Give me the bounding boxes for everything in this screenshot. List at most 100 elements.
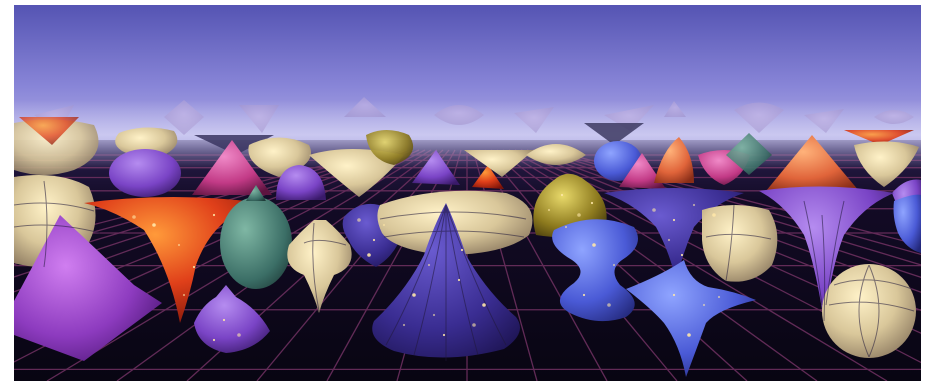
star-speckles	[132, 193, 721, 342]
cream-top	[526, 144, 586, 165]
cream-globe	[822, 264, 916, 358]
cream-funnel	[464, 150, 534, 177]
star-speckle	[222, 318, 226, 322]
cream-spindle-right	[854, 141, 919, 187]
red-small-cone	[472, 165, 504, 189]
orange-cone-right	[766, 135, 859, 191]
star-speckle	[577, 213, 581, 217]
pink-cone	[192, 140, 272, 195]
star-speckle	[177, 243, 181, 247]
star-speckle	[472, 323, 476, 327]
small-violet-cone	[412, 150, 460, 185]
star-speckle	[590, 201, 594, 205]
blue-star-spinner	[626, 260, 756, 377]
star-speckle	[680, 253, 684, 257]
violet-funnel	[759, 186, 894, 323]
wireframe-line	[383, 230, 525, 238]
star-speckle	[457, 278, 461, 282]
star-speckle	[482, 303, 486, 307]
wireframe-line	[868, 264, 880, 358]
star-speckle	[427, 263, 431, 267]
star-speckle	[367, 253, 371, 257]
teal-lemon-tip	[246, 185, 266, 201]
wireframe-line	[445, 204, 507, 346]
wireframe-lines	[14, 180, 915, 361]
purple-sphere	[109, 149, 181, 197]
star-speckle	[132, 215, 136, 219]
star-speckle	[672, 293, 676, 297]
star-speckle	[564, 225, 568, 229]
star-speckle	[612, 263, 616, 267]
star-speckle	[372, 238, 376, 242]
star-speckle	[592, 243, 596, 247]
teal-peak	[726, 133, 772, 175]
wireframe-line	[828, 301, 915, 312]
front-row-shapes	[14, 173, 894, 323]
red-funnel	[84, 197, 262, 323]
wireframe-line	[803, 200, 823, 306]
cream-vase-left	[14, 119, 99, 175]
wireframe-line	[14, 202, 95, 212]
orange-flame	[654, 137, 694, 183]
star-speckle	[212, 338, 216, 342]
star-speckle	[712, 213, 716, 217]
violet-drop	[194, 285, 270, 353]
red-disc-right	[844, 130, 914, 145]
wireframe-line	[833, 279, 913, 290]
dark-saucer	[584, 123, 644, 145]
wireframe-line	[821, 214, 826, 322]
star-speckle	[687, 333, 691, 337]
teal-lemon	[220, 197, 292, 289]
red-spinning-top-distant	[19, 117, 79, 145]
star-speckle	[432, 313, 436, 317]
blue-hourglass	[552, 219, 638, 322]
wireframe-line	[43, 180, 48, 268]
star-speckle	[667, 238, 671, 242]
cream-cylinder	[702, 205, 778, 282]
star-speckle	[692, 203, 696, 207]
star-speckle	[460, 248, 464, 252]
distant-shapes	[34, 97, 914, 135]
star-speckle	[582, 293, 586, 297]
cream-saucer	[309, 149, 404, 197]
wireframe-line	[303, 239, 347, 246]
render-frame	[14, 5, 921, 381]
wireframe-line	[379, 211, 527, 220]
wireframe-line	[858, 264, 870, 358]
star-speckle	[192, 265, 196, 269]
cream-urn	[115, 127, 178, 158]
wireframe-line	[825, 200, 845, 306]
star-speckle	[382, 223, 386, 227]
cream-capsule	[377, 190, 533, 255]
star-speckle	[672, 218, 676, 222]
violet-bell	[276, 165, 326, 200]
cream-bell	[287, 220, 352, 313]
star-speckle	[152, 223, 156, 227]
purple-pyramid	[14, 215, 162, 361]
wireframe-line	[413, 204, 447, 356]
star-speckle	[237, 333, 241, 337]
star-speckle	[607, 303, 611, 307]
wireframe-line	[445, 204, 479, 356]
wireframe-line	[725, 204, 735, 282]
star-speckle	[442, 333, 446, 337]
star-speckle	[717, 295, 721, 299]
pink-tall-cone	[619, 153, 666, 189]
star-speckle	[402, 323, 406, 327]
star-speckle	[560, 193, 564, 197]
star-speckle	[182, 293, 186, 297]
grid-line	[550, 149, 921, 247]
star-speckle	[212, 213, 216, 217]
blue-vase-right	[893, 194, 921, 253]
wireframe-line	[312, 222, 320, 312]
star-speckle	[652, 208, 656, 212]
render-scene	[14, 5, 921, 381]
star-speckle	[547, 208, 551, 212]
wireframe-line	[14, 224, 101, 234]
star-speckle	[357, 218, 361, 222]
star-speckle	[702, 303, 706, 307]
orange-bulb	[366, 130, 414, 165]
wireframe-line	[705, 233, 772, 240]
wireframe-line	[385, 204, 447, 346]
star-speckle	[412, 293, 416, 297]
